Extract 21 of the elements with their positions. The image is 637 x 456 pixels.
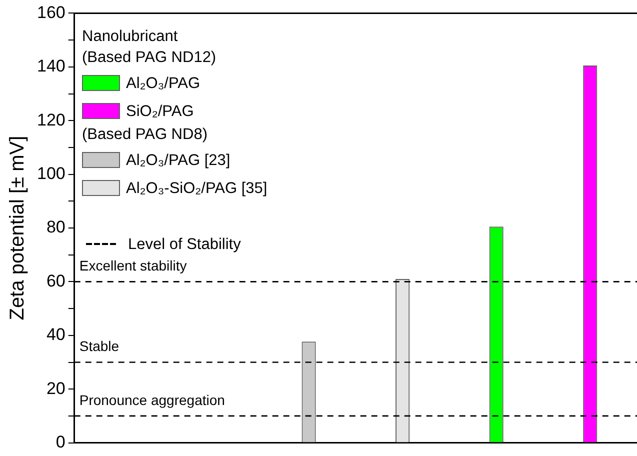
annotation: Level of Stability (128, 234, 241, 254)
y-tick-label: 160 (36, 2, 66, 22)
legend-label: Al₂O₃/PAG [23] (126, 150, 230, 170)
legend-title: Nanolubricant (82, 27, 179, 47)
y-tick-label: 0 (56, 432, 66, 452)
y-tick-label: 140 (36, 56, 66, 76)
y-axis-title: Zeta potential [± mV] (6, 136, 29, 320)
y-tick-label: 40 (46, 325, 66, 344)
y-tick-label: 100 (36, 164, 66, 183)
ref-line-label: Stable (79, 338, 120, 354)
ref-line-label: Excellent stability (79, 258, 187, 274)
ref-line-label: Pronounce aggregation (79, 392, 225, 408)
annotation: (Based PAG ND12) (82, 48, 218, 68)
legend-label: SiO₂/PAG (126, 102, 194, 120)
y-tick-label: 20 (46, 378, 66, 398)
legend-label: Al₂O₃/PAG (126, 74, 200, 92)
legend-label: Al₂O₃-SiO₂/PAG [35] (126, 178, 268, 198)
y-tick-label: 80 (46, 218, 66, 237)
annotation: (Based PAG ND8) (82, 125, 208, 145)
y-tick-label: 120 (36, 110, 66, 130)
y-tick-label: 60 (46, 271, 66, 290)
